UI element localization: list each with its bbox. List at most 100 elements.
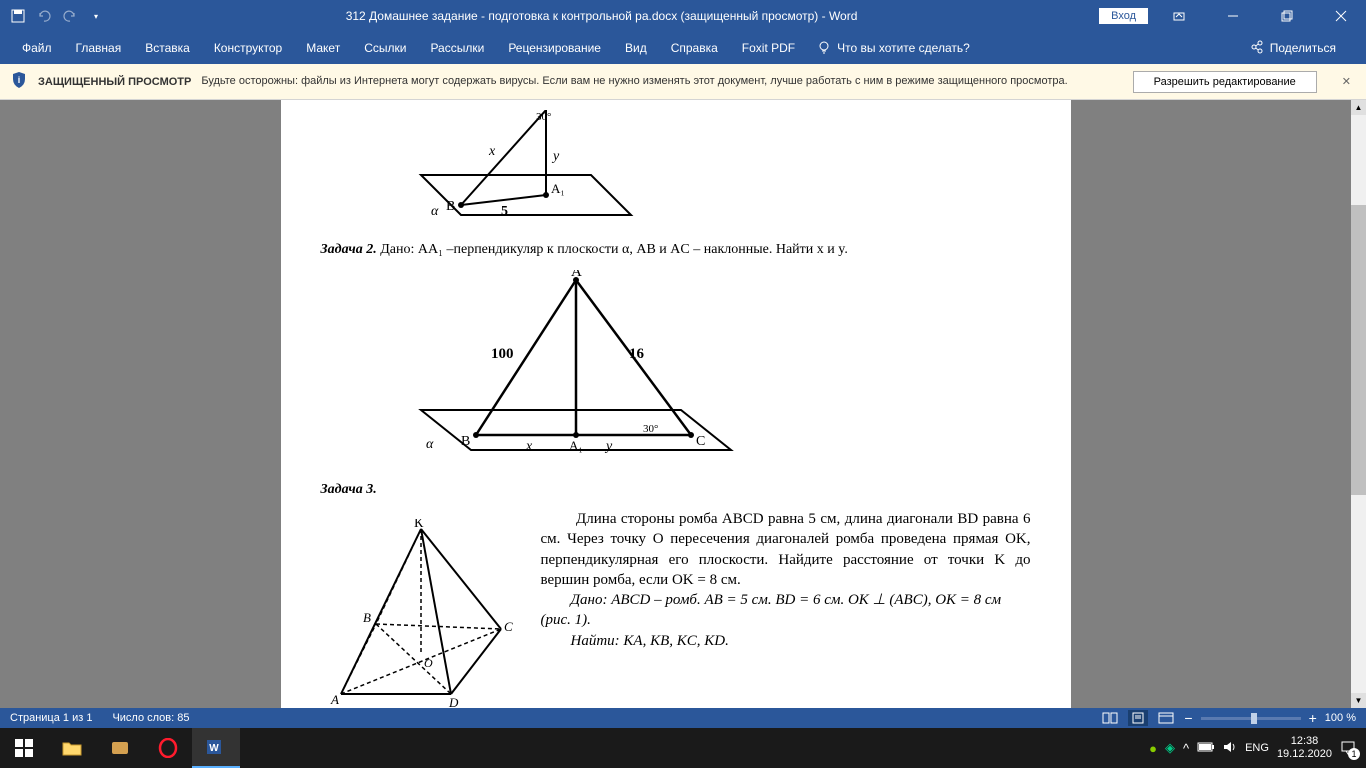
svg-text:y: y [551, 149, 560, 164]
task2-text: Дано: AA₁ –перпендикуляр к плоскости α, … [380, 242, 848, 257]
save-icon[interactable] [10, 8, 26, 24]
task3-find: Найти: KA, KB, KC, KD. [541, 631, 1031, 651]
tray-up-icon[interactable]: ^ [1183, 741, 1189, 756]
tab-mailings[interactable]: Рассылки [418, 32, 496, 64]
share-icon [1250, 40, 1264, 57]
tray-icon-2[interactable]: ◈ [1165, 740, 1175, 756]
svg-text:C: C [696, 434, 705, 449]
opera-icon[interactable] [144, 728, 192, 768]
task3-given: Дано: ABCD – ромб. AB = 5 см. BD = 6 см.… [541, 590, 1031, 631]
svg-text:i: i [18, 75, 21, 85]
svg-text:A₁: A₁ [569, 438, 583, 453]
zoom-out-button[interactable]: − [1184, 710, 1192, 726]
word-icon[interactable]: W [192, 728, 240, 768]
task3-body: Длина стороны ромба ABCD равна 5 см, дли… [541, 509, 1031, 590]
ribbon-display-icon[interactable] [1156, 0, 1202, 32]
scroll-up-icon[interactable]: ▲ [1351, 100, 1366, 115]
svg-text:O: O [424, 656, 433, 670]
svg-text:100: 100 [491, 346, 514, 362]
close-button[interactable] [1318, 0, 1364, 32]
svg-text:α: α [426, 437, 434, 452]
ribbon-tabs: Файл Главная Вставка Конструктор Макет С… [0, 32, 1366, 64]
figure-3: К A B C D O [321, 519, 521, 708]
word-count[interactable]: Число слов: 85 [112, 712, 189, 724]
share-label: Поделиться [1270, 41, 1336, 55]
protected-view-bar: i ЗАЩИЩЕННЫЙ ПРОСМОТР Будьте осторожны: … [0, 64, 1366, 100]
svg-text:B: B [446, 199, 455, 214]
zoom-in-button[interactable]: + [1309, 710, 1317, 726]
svg-text:30°: 30° [536, 111, 551, 123]
svg-text:D: D [448, 695, 459, 708]
tab-insert[interactable]: Вставка [133, 32, 202, 64]
svg-text:y: y [604, 439, 613, 454]
scroll-thumb[interactable] [1351, 205, 1366, 495]
read-mode-icon[interactable] [1100, 710, 1120, 726]
tab-design[interactable]: Конструктор [202, 32, 294, 64]
notification-icon[interactable]: 1 [1340, 739, 1356, 758]
figure-2: A 100 16 B A₁ C x y 30° α [391, 270, 761, 470]
start-button[interactable] [0, 728, 48, 768]
undo-icon[interactable] [36, 8, 52, 24]
scroll-down-icon[interactable]: ▼ [1351, 693, 1366, 708]
share-button[interactable]: Поделиться [1240, 40, 1346, 57]
svg-text:К: К [414, 519, 424, 531]
login-button[interactable]: Вход [1099, 8, 1148, 24]
window-title: 312 Домашнее задание - подготовка к конт… [104, 9, 1099, 23]
svg-text:x: x [488, 144, 496, 159]
svg-text:5: 5 [501, 204, 508, 219]
svg-text:α: α [431, 204, 439, 219]
shield-icon: i [10, 71, 28, 92]
svg-text:W: W [209, 743, 219, 754]
tab-references[interactable]: Ссылки [352, 32, 418, 64]
svg-text:B: B [363, 610, 371, 625]
document-page: 30° x y B A₁ 5 α Задача 2. Дано: AA₁ –пе… [281, 100, 1071, 708]
svg-text:30°: 30° [643, 423, 658, 435]
maximize-button[interactable] [1264, 0, 1310, 32]
task2-label: Задача 2. [321, 242, 377, 257]
page-indicator[interactable]: Страница 1 из 1 [10, 712, 92, 724]
notification-badge: 1 [1348, 748, 1360, 760]
tell-me-search[interactable]: Что вы хотите сделать? [807, 32, 980, 64]
vertical-scrollbar[interactable]: ▲ ▼ [1351, 100, 1366, 708]
minimize-button[interactable] [1210, 0, 1256, 32]
protected-view-label: ЗАЩИЩЕННЫЙ ПРОСМОТР [38, 76, 191, 88]
svg-text:A: A [571, 270, 582, 280]
tab-file[interactable]: Файл [10, 32, 64, 64]
enable-editing-button[interactable]: Разрешить редактирование [1133, 71, 1317, 93]
tab-view[interactable]: Вид [613, 32, 659, 64]
tab-layout[interactable]: Макет [294, 32, 352, 64]
task2-line: Задача 2. Дано: AA₁ –перпендикуляр к пло… [321, 240, 1031, 260]
web-layout-icon[interactable] [1156, 710, 1176, 726]
tab-review[interactable]: Рецензирование [496, 32, 613, 64]
protected-view-text: Будьте осторожны: файлы из Интернета мог… [201, 74, 1112, 88]
task3-label: Задача 3. [321, 482, 377, 497]
tab-foxit[interactable]: Foxit PDF [730, 32, 807, 64]
clock[interactable]: 12:38 19.12.2020 [1277, 735, 1332, 761]
svg-text:B: B [461, 434, 470, 449]
protected-close-icon[interactable]: ✕ [1337, 75, 1356, 88]
titlebar: ▾ 312 Домашнее задание - подготовка к ко… [0, 0, 1366, 32]
qat-customize-icon[interactable]: ▾ [88, 8, 104, 24]
volume-icon[interactable] [1223, 740, 1237, 757]
tab-help[interactable]: Справка [659, 32, 730, 64]
clock-time: 12:38 [1277, 735, 1332, 748]
battery-icon[interactable] [1197, 741, 1215, 756]
zoom-slider[interactable] [1201, 717, 1301, 720]
svg-text:16: 16 [629, 346, 645, 362]
svg-text:A: A [330, 692, 339, 707]
tray-icon-1[interactable]: ● [1149, 741, 1157, 756]
svg-text:A₁: A₁ [551, 181, 565, 196]
app-icon-1[interactable] [96, 728, 144, 768]
zoom-level[interactable]: 100 % [1325, 712, 1356, 724]
tab-home[interactable]: Главная [64, 32, 134, 64]
redo-icon[interactable] [62, 8, 78, 24]
print-layout-icon[interactable] [1128, 710, 1148, 726]
task3-label-line: Задача 3. [321, 480, 1031, 500]
figure-1: 30° x y B A₁ 5 α [401, 110, 661, 230]
lightbulb-icon [817, 40, 831, 57]
language-indicator[interactable]: ENG [1245, 742, 1269, 754]
file-explorer-icon[interactable] [48, 728, 96, 768]
document-viewport: 30° x y B A₁ 5 α Задача 2. Дано: AA₁ –пе… [0, 100, 1351, 708]
tell-me-text: Что вы хотите сделать? [837, 41, 970, 55]
svg-text:x: x [525, 439, 533, 454]
